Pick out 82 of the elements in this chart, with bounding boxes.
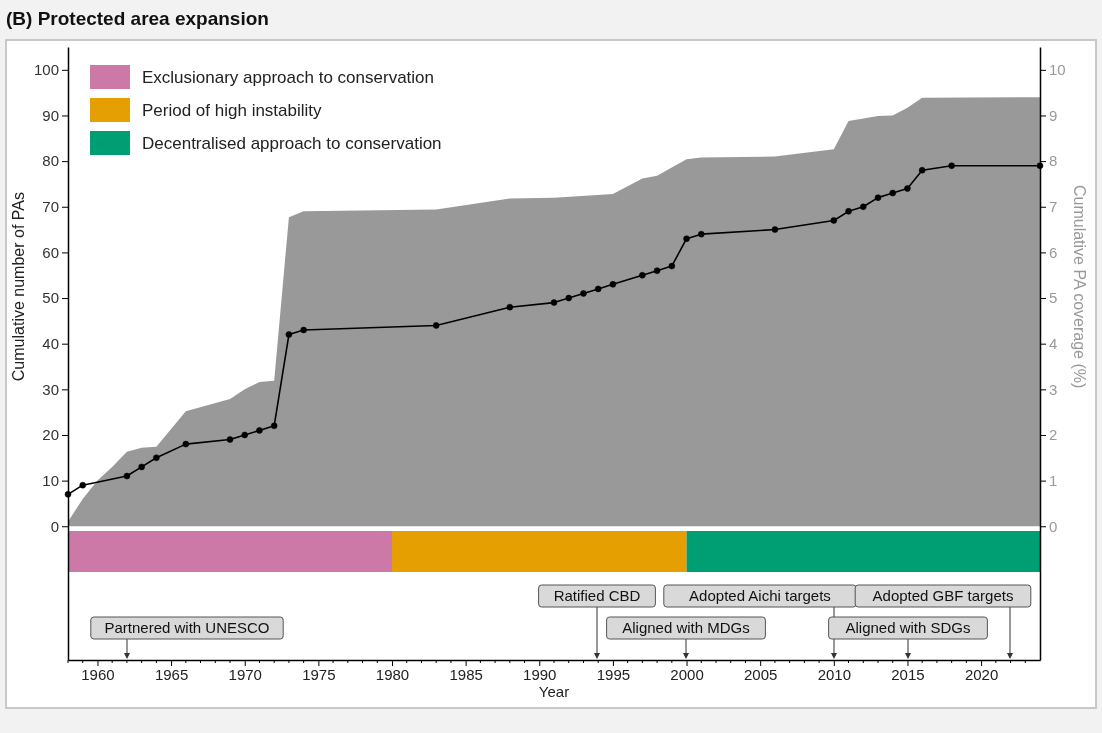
y-tick-label: 20 <box>42 426 59 444</box>
chart-title: (B) Protected area expansion <box>6 8 269 29</box>
y-tick-label: 10 <box>42 471 59 489</box>
x-tick-label: 2010 <box>817 665 852 683</box>
y2-axis-title: Cumulative PA coverage (%) <box>1071 184 1088 389</box>
point <box>771 226 779 233</box>
x-tick-label: 2005 <box>743 665 778 683</box>
point <box>845 208 852 215</box>
x-tick-label: 1995 <box>596 665 631 683</box>
annotation: Ratified CBD <box>553 587 641 604</box>
y-axis-title: Cumulative number of PAs <box>10 192 27 382</box>
point <box>918 166 926 174</box>
point <box>889 189 896 197</box>
x-tick-label: 1975 <box>302 665 336 683</box>
point <box>256 427 263 434</box>
point <box>668 262 676 270</box>
point <box>904 185 911 192</box>
y-tick-label: 0 <box>50 517 59 535</box>
point <box>565 294 572 302</box>
y-tick-label: 60 <box>42 243 59 261</box>
y2-tick-label: 10 <box>1049 61 1066 79</box>
legend-label: Decentralised approach to conservation <box>142 134 442 153</box>
y-tick-label: 100 <box>33 61 59 79</box>
x-tick-label: 1970 <box>228 665 262 683</box>
point <box>830 217 838 224</box>
y2-tick-label: 2 <box>1049 426 1058 444</box>
point <box>698 230 705 238</box>
point <box>506 303 514 311</box>
legend-label: Period of high instability <box>142 101 323 120</box>
x-tick-label: 1990 <box>523 665 557 683</box>
y-tick-label: 40 <box>42 334 59 352</box>
annotation: Partnered with UNESCO <box>104 619 270 636</box>
point <box>270 422 278 430</box>
point <box>138 463 145 471</box>
point <box>609 281 617 288</box>
annotation: Aligned with MDGs <box>622 619 750 636</box>
y2-tick-label: 6 <box>1049 243 1058 261</box>
point <box>123 472 131 480</box>
y-tick-label: 30 <box>42 380 59 398</box>
y2-tick-label: 4 <box>1049 334 1058 352</box>
point <box>860 203 867 210</box>
annotation: Adopted GBF targets <box>872 587 1014 604</box>
x-tick-label: 1960 <box>81 665 115 683</box>
point <box>653 267 661 274</box>
y2-tick-label: 8 <box>1049 152 1058 170</box>
point <box>948 162 955 169</box>
y2-tick-label: 5 <box>1049 289 1058 307</box>
y-tick-label: 80 <box>42 152 59 170</box>
point <box>79 481 86 489</box>
y2-tick-label: 0 <box>1049 517 1058 535</box>
point <box>182 440 190 448</box>
x-tick-label: 2000 <box>670 665 704 683</box>
legend-label: Exclusionary approach to conservation <box>142 68 434 87</box>
x-axis-title: Year <box>538 683 570 700</box>
y-tick-label: 50 <box>42 289 59 307</box>
point <box>226 436 234 443</box>
point <box>594 285 602 293</box>
y2-tick-label: 7 <box>1049 198 1058 216</box>
point <box>300 326 307 334</box>
point <box>683 235 690 242</box>
x-tick-label: 1985 <box>449 665 483 683</box>
x-tick-label: 1965 <box>154 665 189 683</box>
point <box>153 454 160 462</box>
point <box>432 322 440 329</box>
x-tick-label: 2015 <box>891 665 925 683</box>
annotation: Adopted Aichi targets <box>689 587 831 604</box>
point <box>64 491 72 498</box>
y2-tick-label: 1 <box>1049 471 1058 489</box>
point <box>639 271 646 279</box>
x-tick-label: 2020 <box>964 665 999 683</box>
y2-tick-label: 9 <box>1049 106 1058 124</box>
y-tick-label: 70 <box>42 198 59 216</box>
point <box>874 194 882 201</box>
y2-tick-label: 3 <box>1049 380 1058 398</box>
point <box>580 290 587 297</box>
annotation: Aligned with SDGs <box>845 619 971 636</box>
x-tick-label: 1980 <box>375 665 410 683</box>
y-tick-label: 90 <box>42 106 59 124</box>
point <box>550 299 558 306</box>
point <box>241 431 248 439</box>
point <box>285 331 293 338</box>
point <box>1036 162 1044 169</box>
